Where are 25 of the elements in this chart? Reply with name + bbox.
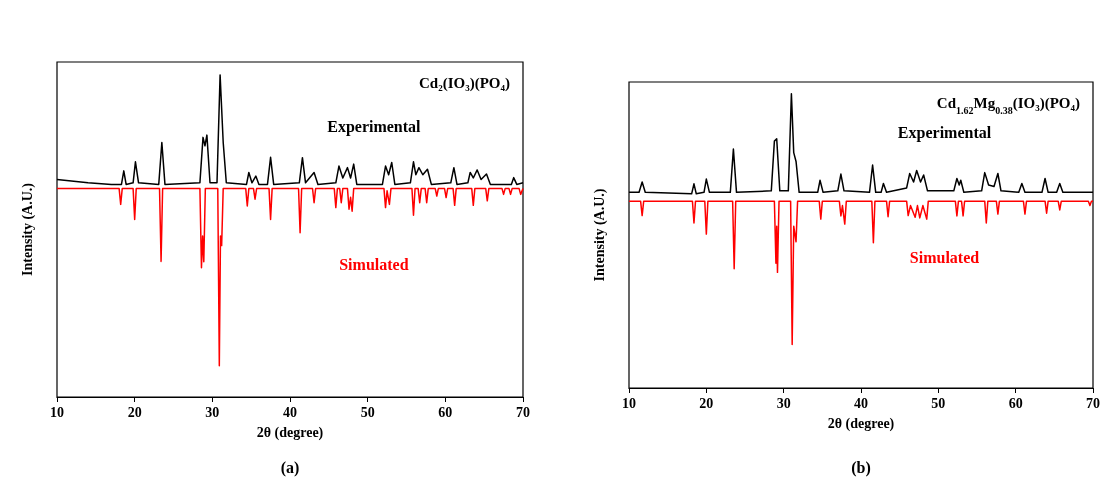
y-axis-title: Intensity (A.U.) xyxy=(591,188,608,282)
x-tick-label: 10 xyxy=(50,404,64,420)
x-tick-label: 50 xyxy=(360,404,375,420)
x-tick-label: 30 xyxy=(205,404,220,420)
x-tick-label: 70 xyxy=(1086,395,1100,411)
x-tick-label: 50 xyxy=(931,395,946,411)
x-tick-label: 40 xyxy=(283,404,297,420)
y-axis-title: Intensity (A.U.) xyxy=(19,182,36,276)
x-tick-label: 60 xyxy=(1008,395,1023,411)
x-tick-label: 20 xyxy=(127,404,142,420)
text: Simulated xyxy=(339,256,409,274)
text: (a) xyxy=(280,458,300,477)
x-tick-label: 30 xyxy=(776,395,791,411)
text: Experimental xyxy=(897,123,992,142)
series-label: Experimental xyxy=(327,117,422,136)
chart-title: Cd₂(IO₃)(PO₄) xyxy=(419,75,510,92)
series-label: Simulated xyxy=(909,248,980,266)
x-tick-label: 10 xyxy=(622,395,636,411)
x-tick-label: 70 xyxy=(516,404,530,420)
x-tick-label: 40 xyxy=(854,395,868,411)
x-tick-label: 60 xyxy=(438,404,453,420)
text: (b) xyxy=(851,458,871,477)
x-tick-label: 20 xyxy=(699,395,714,411)
x-axis-title: 2θ (degree) xyxy=(256,424,324,441)
x-axis-title: 2θ (degree) xyxy=(827,415,895,432)
